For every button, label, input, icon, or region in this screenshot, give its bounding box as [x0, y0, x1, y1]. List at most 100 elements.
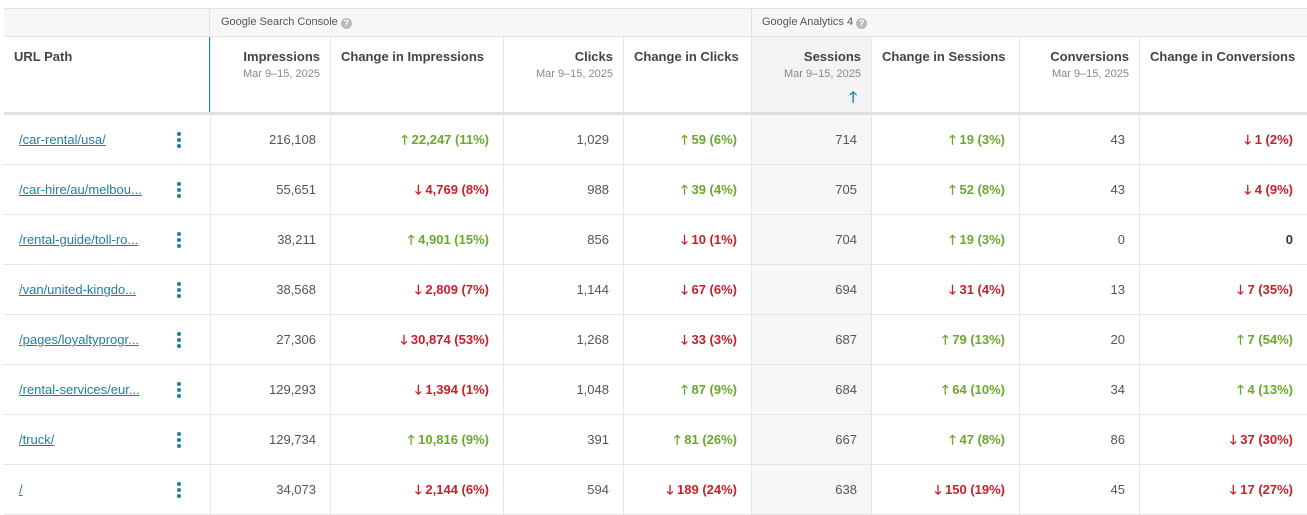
url-path-link[interactable]: /rental-services/eur...: [19, 382, 140, 397]
clicks-cell: 856: [503, 215, 623, 264]
header-url-path[interactable]: URL Path: [4, 37, 210, 112]
url-path-link[interactable]: /car-rental/usa/: [19, 132, 106, 147]
more-options-icon[interactable]: [176, 232, 182, 250]
sessions-cell: 687: [751, 315, 871, 364]
metric-value: 0: [1117, 232, 1125, 247]
url-path-link[interactable]: /rental-guide/toll-ro...: [19, 232, 139, 247]
clicks-cell: 1,048: [503, 365, 623, 414]
impressions-cell: 34,073: [210, 465, 330, 514]
header-date-range: Mar 9–15, 2025: [1051, 68, 1129, 80]
change-sessions-cell: 🡓 31 (4%): [871, 265, 1019, 314]
impressions-cell: 38,568: [210, 265, 330, 314]
table-row: /car-hire/au/melbou... 55,651 🡓 4,769 (8%)…: [4, 165, 1307, 215]
header-change-sessions[interactable]: Change in Sessions: [871, 37, 1019, 112]
change-impressions-cell: 🡑 4,901 (15%): [330, 215, 503, 264]
metric-value: 43: [1110, 132, 1125, 147]
conversions-cell: 43: [1019, 115, 1139, 164]
clicks-cell: 391: [503, 415, 623, 464]
url-cell: /rental-guide/toll-ro...: [4, 215, 210, 264]
change-value: 0: [1285, 232, 1293, 247]
change-value: 🡓 4,769 (8%): [415, 182, 489, 197]
clicks-cell: 1,029: [503, 115, 623, 164]
data-table: Google Search Console? Google Analytics …: [4, 8, 1307, 515]
header-impressions[interactable]: Impressions Mar 9–15, 2025: [210, 37, 330, 112]
url-cell: /pages/loyaltyprogr...: [4, 315, 210, 364]
header-change-clicks[interactable]: Change in Clicks: [623, 37, 751, 112]
header-title: Conversions: [1050, 49, 1129, 64]
change-impressions-cell: 🡓 30,874 (53%): [330, 315, 503, 364]
metric-value: 714: [835, 132, 857, 147]
metric-value: 1,048: [576, 382, 609, 397]
header-title: Clicks: [574, 49, 613, 64]
more-options-icon[interactable]: [176, 382, 182, 400]
url-path-link[interactable]: /pages/loyaltyprogr...: [19, 332, 139, 347]
url-path-link[interactable]: /truck/: [19, 432, 55, 447]
conversions-cell: 86: [1019, 415, 1139, 464]
change-conversions-cell: 🡑 7 (54%): [1139, 315, 1307, 364]
change-sessions-cell: 🡑 19 (3%): [871, 115, 1019, 164]
change-value: 🡑 39 (4%): [681, 182, 737, 197]
conversions-cell: 0: [1019, 215, 1139, 264]
more-options-icon[interactable]: [176, 182, 182, 200]
header-sessions[interactable]: Sessions Mar 9–15, 2025 🡑: [751, 37, 871, 112]
change-value: 🡑 59 (6%): [681, 132, 737, 147]
url-path-link[interactable]: /: [19, 482, 23, 497]
change-value: 🡑 19 (3%): [949, 132, 1005, 147]
impressions-cell: 129,293: [210, 365, 330, 414]
table-row: /van/united-kingdo... 38,568 🡓 2,809 (7%) 1…: [4, 265, 1307, 315]
header-title: Change in Impressions: [341, 49, 485, 64]
sessions-cell: 684: [751, 365, 871, 414]
change-value: 🡓 150 (19%): [934, 482, 1005, 497]
conversions-cell: 45: [1019, 465, 1139, 514]
clicks-cell: 1,268: [503, 315, 623, 364]
help-icon[interactable]: ?: [856, 18, 868, 29]
more-options-icon[interactable]: [176, 482, 182, 500]
metric-value: 687: [835, 332, 857, 347]
change-conversions-cell: 🡓 37 (30%): [1139, 415, 1307, 464]
metric-value: 594: [587, 482, 609, 497]
more-options-icon[interactable]: [176, 432, 182, 450]
header-conversions[interactable]: Conversions Mar 9–15, 2025: [1019, 37, 1139, 112]
url-cell: /car-hire/au/melbou...: [4, 165, 210, 214]
metric-value: 45: [1110, 482, 1125, 497]
change-value: 🡑 64 (10%): [941, 382, 1005, 397]
header-change-impressions[interactable]: Change in Impressions: [330, 37, 503, 112]
group-label: Google Search Console: [221, 16, 338, 28]
change-impressions-cell: 🡓 1,394 (1%): [330, 365, 503, 414]
metric-value: 38,568: [276, 282, 316, 297]
metric-value: 20: [1110, 332, 1125, 347]
change-value: 🡓 2,809 (7%): [415, 282, 489, 297]
metric-value: 988: [587, 182, 609, 197]
metric-value: 704: [835, 232, 857, 247]
metric-value: 667: [835, 432, 857, 447]
table-row: / 34,073 🡓 2,144 (6%) 594 🡓 189 (24%) 638 🡓 15…: [4, 465, 1307, 515]
change-sessions-cell: 🡑 79 (13%): [871, 315, 1019, 364]
sort-ascending-icon[interactable]: 🡑: [849, 89, 857, 106]
header-title: Change in Clicks: [634, 49, 739, 64]
change-conversions-cell: 🡑 4 (13%): [1139, 365, 1307, 414]
change-clicks-cell: 🡓 189 (24%): [623, 465, 751, 514]
table-row: /pages/loyaltyprogr... 27,306 🡓 30,874 (53…: [4, 315, 1307, 365]
group-google-analytics: Google Analytics 4?: [751, 9, 868, 36]
impressions-cell: 129,734: [210, 415, 330, 464]
sessions-cell: 714: [751, 115, 871, 164]
change-conversions-cell: 🡓 7 (35%): [1139, 265, 1307, 314]
url-path-link[interactable]: /van/united-kingdo...: [19, 282, 137, 297]
header-title: Change in Sessions: [882, 49, 1006, 64]
header-change-conversions[interactable]: Change in Conversions: [1139, 37, 1307, 112]
url-cell: /truck/: [4, 415, 210, 464]
change-clicks-cell: 🡑 81 (26%): [623, 415, 751, 464]
metric-value: 638: [835, 482, 857, 497]
change-value: 🡑 19 (3%): [949, 232, 1005, 247]
header-date-range: Mar 9–15, 2025: [242, 68, 320, 80]
header-clicks[interactable]: Clicks Mar 9–15, 2025: [503, 37, 623, 112]
help-icon[interactable]: ?: [340, 18, 352, 29]
sessions-cell: 704: [751, 215, 871, 264]
more-options-icon[interactable]: [176, 132, 182, 150]
more-options-icon[interactable]: [176, 282, 182, 300]
change-value: 🡑 4,901 (15%): [407, 232, 489, 247]
table-header: URL Path Impressions Mar 9–15, 2025 Chan…: [4, 37, 1307, 115]
more-options-icon[interactable]: [176, 332, 182, 350]
change-value: 🡓 37 (30%): [1229, 432, 1293, 447]
url-path-link[interactable]: /car-hire/au/melbou...: [19, 182, 142, 197]
